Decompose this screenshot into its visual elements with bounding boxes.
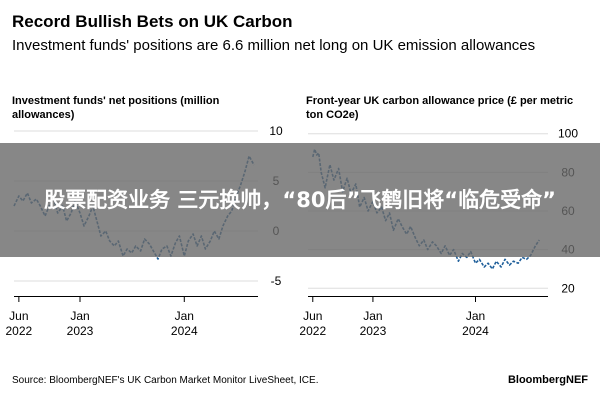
left-x-tick-label: Jun xyxy=(9,309,28,323)
right-y-tick-label: 20 xyxy=(561,281,575,295)
brand-logo: BloombergNEF xyxy=(507,374,588,386)
right-x-tick-year: 2024 xyxy=(462,324,489,338)
right-x-tick-label: Jun xyxy=(303,309,322,323)
right-panel-title: Front-year UK carbon allowance price (£ … xyxy=(306,95,574,121)
chart-title: Record Bullish Bets on UK Carbon xyxy=(12,12,293,31)
overlay-banner: 股票配资业务 三元换帅，“80后”飞鹤旧将“临危受命” xyxy=(0,143,600,257)
left-x-tick-year: 2023 xyxy=(67,324,94,338)
chart-subtitle: Investment funds' positions are 6.6 mill… xyxy=(12,37,536,54)
left-x-tick-year: 2024 xyxy=(171,324,198,338)
right-y-tick-label: 100 xyxy=(558,127,578,141)
right-x-tick-label: Jan xyxy=(363,309,382,323)
left-panel-title: Investment funds' net positions (million… xyxy=(12,95,220,121)
source-note: Source: BloombergNEF's UK Carbon Market … xyxy=(12,375,319,386)
right-x-tick-label: Jan xyxy=(466,309,485,323)
banner-text: 股票配资业务 三元换帅，“80后”飞鹤旧将“临危受命” xyxy=(44,188,556,212)
left-y-tick-label: -5 xyxy=(271,274,282,288)
left-x-tick-year: 2022 xyxy=(6,324,33,338)
left-x-tick-label: Jan xyxy=(175,309,194,323)
left-y-tick-label: 10 xyxy=(269,124,283,138)
right-x-tick-year: 2023 xyxy=(360,324,387,338)
right-x-tick-year: 2022 xyxy=(299,324,326,338)
left-x-tick-label: Jan xyxy=(70,309,89,323)
